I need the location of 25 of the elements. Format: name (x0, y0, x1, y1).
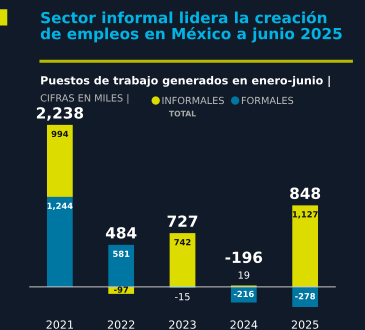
total-label: 848 (290, 188, 320, 200)
total-label: 2,238 (36, 107, 84, 121)
data-label: 19 (238, 271, 250, 279)
data-label: 1,244 (48, 202, 73, 210)
data-label: 742 (174, 239, 190, 246)
chart-subtitle: Puestos de trabajo generados en enero-junio | (41, 76, 330, 88)
text: CIFRAS EN MILES | (40, 94, 128, 104)
legend-label: INFORMALES (162, 96, 224, 104)
x-tick-label: 2023 (169, 320, 196, 329)
data-label: -278 (295, 293, 316, 300)
total-label: 727 (168, 215, 198, 227)
data-label: 994 (52, 130, 68, 138)
x-tick-label: 2025 (292, 320, 318, 329)
x-tick-label: 2021 (46, 320, 73, 329)
total-label: 484 (106, 227, 136, 239)
x-tick-label: 2022 (108, 320, 134, 329)
legend-label: FORMALES (242, 96, 294, 104)
chart-title: Sector informal lidera la creación de empleos en México a junio 2025 (40, 10, 342, 42)
data-label: 1,127 (292, 211, 318, 219)
data-label: 581 (113, 250, 130, 257)
data-label: -97 (114, 286, 128, 293)
total-label: -196 (226, 252, 262, 264)
data-label: -15 (175, 293, 190, 300)
x-tick-label: 2024 (230, 320, 258, 329)
data-label: -216 (234, 290, 254, 298)
